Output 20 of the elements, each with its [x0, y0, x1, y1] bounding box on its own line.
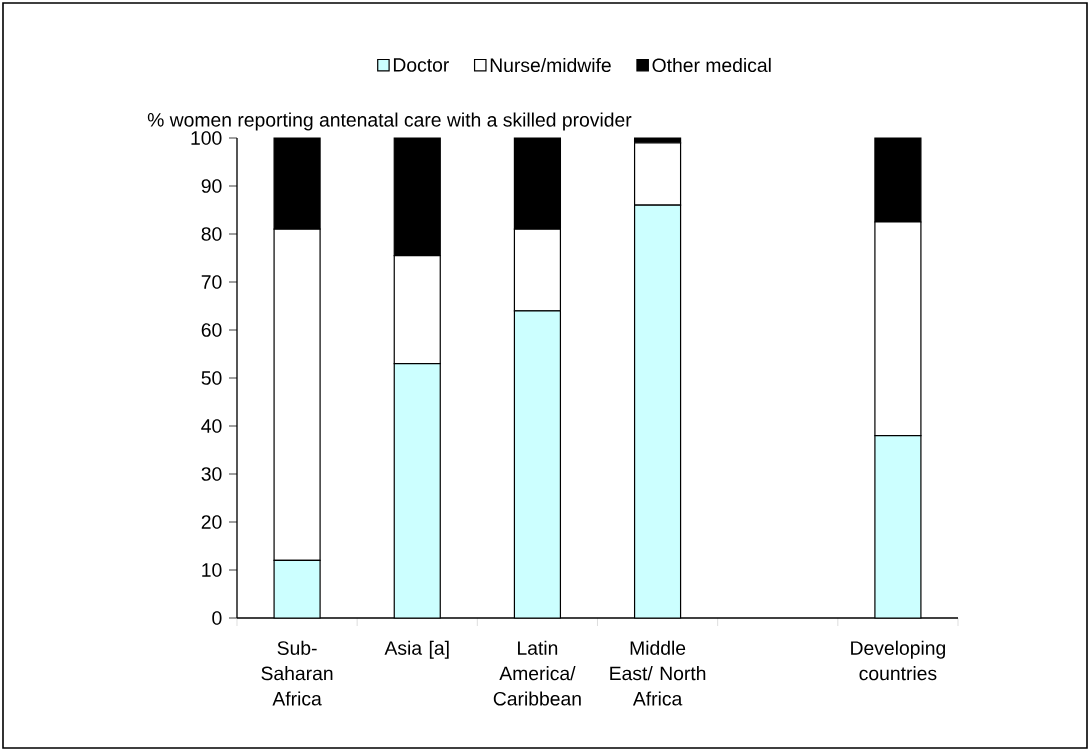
- x-tick-label: Developing countries: [851, 640, 946, 681]
- y-tick-label: 100: [191, 131, 222, 145]
- legend-label: Nurse/midwife: [490, 57, 611, 73]
- y-tick-label: 20: [201, 515, 222, 529]
- y-tick-label: 40: [201, 419, 222, 433]
- x-tick-label: Latin America/ Caribbean: [493, 640, 581, 706]
- legend-label: Doctor: [393, 58, 449, 72]
- y-tick-label: 70: [201, 275, 222, 289]
- y-tick-label: 0: [212, 611, 222, 625]
- x-tick-label: Asia [a]: [384, 640, 449, 659]
- x-tick-label: Middle East/ North Africa: [610, 640, 706, 706]
- y-tick-label: 90: [201, 179, 222, 193]
- y-tick-label: 50: [201, 371, 222, 385]
- legend-label: Other medical: [652, 57, 771, 73]
- y-tick-label: 80: [201, 227, 222, 241]
- y-tick-label: 60: [201, 323, 222, 337]
- x-tick-label: Sub-Saharan Africa: [261, 640, 333, 706]
- y-tick-label: 10: [202, 563, 222, 577]
- y-tick-label: 30: [201, 467, 222, 481]
- y-axis-title: % women reporting antenatal care with a skilled provider: [147, 112, 632, 131]
